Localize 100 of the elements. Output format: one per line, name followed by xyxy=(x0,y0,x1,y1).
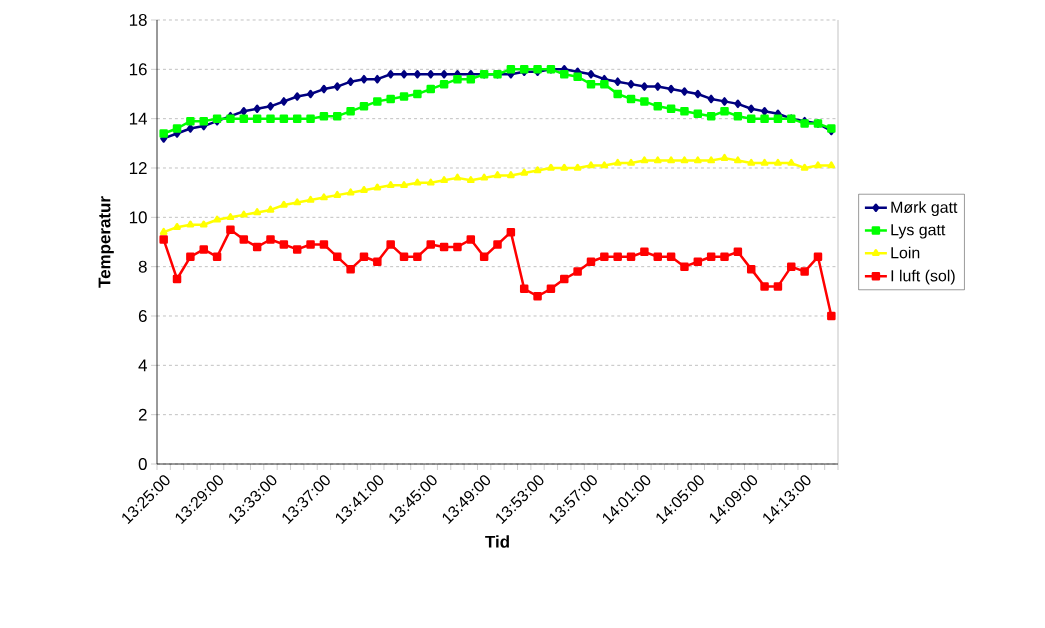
point xyxy=(693,109,703,118)
point xyxy=(453,74,462,84)
point xyxy=(493,240,502,249)
legend-label: I luft (sol) xyxy=(891,269,955,285)
point xyxy=(266,205,275,213)
point xyxy=(693,257,703,266)
point xyxy=(186,252,195,262)
point xyxy=(573,267,582,276)
point xyxy=(386,240,395,249)
point xyxy=(706,111,716,121)
y-tick-label: 4 xyxy=(138,359,147,372)
point xyxy=(359,252,369,262)
point xyxy=(506,227,516,237)
point xyxy=(774,158,782,166)
y-tick-label: 0 xyxy=(138,458,147,470)
point xyxy=(306,195,315,203)
point xyxy=(413,89,422,99)
point xyxy=(239,210,248,218)
point xyxy=(640,82,648,91)
y-tick-label: 16 xyxy=(129,63,147,76)
point xyxy=(613,158,622,166)
point xyxy=(239,114,249,123)
point xyxy=(653,156,662,164)
point xyxy=(426,178,435,186)
point xyxy=(733,111,743,121)
point xyxy=(787,262,796,271)
point xyxy=(172,124,182,133)
y-tick-label: 18 xyxy=(129,14,147,26)
point xyxy=(614,77,622,86)
point xyxy=(586,257,596,266)
point xyxy=(721,97,729,106)
point xyxy=(360,185,368,193)
point xyxy=(653,252,662,262)
point xyxy=(186,124,194,133)
point xyxy=(667,84,675,94)
point xyxy=(199,245,208,254)
point xyxy=(466,235,476,244)
point xyxy=(159,227,168,235)
point xyxy=(266,235,275,244)
point xyxy=(387,70,395,79)
point xyxy=(466,176,475,184)
point xyxy=(319,240,329,249)
point xyxy=(547,163,555,171)
point xyxy=(747,104,755,114)
point xyxy=(346,107,355,116)
point xyxy=(707,156,715,164)
y-axis-title: Temperatur xyxy=(98,196,114,288)
point xyxy=(346,264,355,274)
point xyxy=(427,70,435,79)
point xyxy=(773,114,783,123)
y-tick-label: 2 xyxy=(138,408,147,421)
x-axis-title: Tid xyxy=(485,535,509,548)
point xyxy=(746,114,756,123)
point xyxy=(279,240,289,249)
point xyxy=(640,247,649,257)
y-tick-label: 12 xyxy=(129,162,147,174)
point xyxy=(267,102,274,111)
point xyxy=(480,173,488,181)
point xyxy=(359,102,369,111)
point xyxy=(320,193,328,201)
point xyxy=(226,213,235,221)
point xyxy=(560,70,569,79)
point xyxy=(827,311,836,321)
point xyxy=(400,181,408,189)
point xyxy=(666,104,676,114)
point xyxy=(226,225,235,234)
legend-label: Lys gatt xyxy=(891,224,946,239)
point xyxy=(426,240,435,249)
point xyxy=(666,252,676,262)
point xyxy=(680,262,689,271)
y-tick-label: 8 xyxy=(138,260,147,273)
point xyxy=(707,94,715,104)
point xyxy=(506,65,516,74)
point xyxy=(413,252,422,262)
point xyxy=(439,242,449,252)
point xyxy=(186,220,195,228)
point xyxy=(333,190,342,198)
point xyxy=(827,161,836,169)
point xyxy=(640,97,649,106)
point xyxy=(439,79,449,89)
point xyxy=(587,161,595,169)
point xyxy=(413,178,422,186)
point xyxy=(586,79,596,89)
point xyxy=(493,171,502,179)
point xyxy=(720,107,729,116)
point xyxy=(800,163,809,171)
point xyxy=(347,77,355,86)
point xyxy=(360,74,368,84)
point xyxy=(373,183,382,191)
point xyxy=(466,74,476,84)
point xyxy=(546,284,556,294)
point xyxy=(600,252,609,262)
point xyxy=(693,156,702,164)
point xyxy=(440,176,448,184)
point xyxy=(573,163,582,171)
point xyxy=(333,82,341,91)
point xyxy=(199,116,208,126)
point xyxy=(386,94,395,104)
legend-label: Loin xyxy=(891,246,920,259)
point xyxy=(760,158,769,166)
